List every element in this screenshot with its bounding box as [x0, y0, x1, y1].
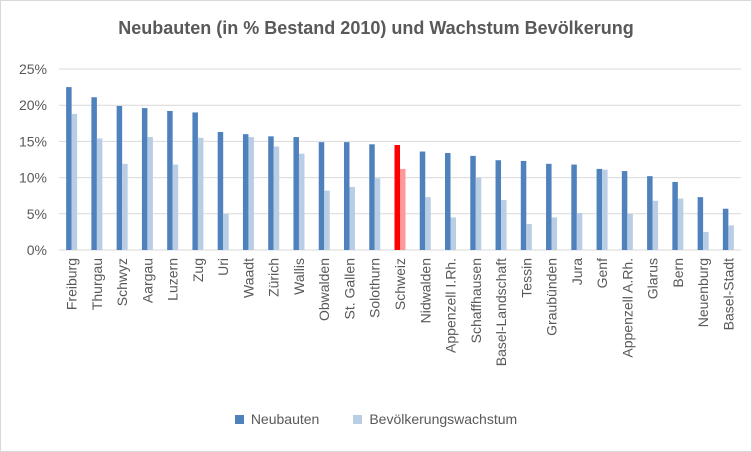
- bar-bevoelkerungswachstum: [677, 198, 684, 250]
- bar-bevoelkerungswachstum: [400, 168, 406, 250]
- y-tick-label: 20%: [19, 97, 47, 113]
- x-tick-label: Genf: [594, 258, 610, 288]
- bar-neubauten: [596, 168, 603, 250]
- chart-title: Neubauten (in % Bestand 2010) und Wachst…: [118, 18, 634, 38]
- bar-neubauten: [192, 112, 198, 250]
- bar-neubauten: [217, 131, 224, 250]
- bar-neubauten: [66, 87, 72, 250]
- bar-neubauten: [445, 152, 451, 250]
- bar-neubauten: [242, 134, 249, 250]
- bar-neubauten: [369, 144, 375, 250]
- x-tick-label: Zug: [190, 258, 206, 282]
- x-tick-label: Luzern: [165, 258, 181, 301]
- legend-label-neubauten: Neubauten: [250, 411, 320, 427]
- x-tick-label: Schwyz: [114, 258, 130, 306]
- x-tick-label: Jura: [569, 258, 585, 285]
- bar-neubauten: [647, 176, 653, 250]
- y-tick-label: 15%: [19, 133, 47, 149]
- bar-bevoelkerungswachstum: [425, 197, 431, 250]
- bar-neubauten: [621, 171, 628, 250]
- bar-bevoelkerungswachstum: [374, 178, 381, 250]
- x-tick-label: Glarus: [645, 258, 661, 299]
- legend-item-neubauten: Neubauten: [234, 411, 320, 427]
- bar-bevoelkerungswachstum: [96, 138, 103, 250]
- bar-bevoelkerungswachstum: [71, 113, 78, 250]
- bar-bevoelkerungswachstum: [298, 153, 305, 250]
- x-tick-label: Zürich: [266, 258, 282, 297]
- bar-bevoelkerungswachstum: [652, 200, 659, 250]
- y-tick-label: 10%: [19, 170, 47, 186]
- x-tick-label: Appenzell I.Rh.: [443, 258, 459, 353]
- bar-neubauten: [520, 160, 527, 250]
- x-tick-label: Waadt: [240, 258, 256, 298]
- bar-bevoelkerungswachstum: [602, 169, 608, 250]
- x-tick-label: Tessin: [518, 258, 534, 298]
- bar-neubauten: [419, 151, 426, 250]
- bar-bevoelkerungswachstum: [551, 217, 558, 250]
- bar-bevoelkerungswachstum: [147, 137, 153, 250]
- bar-bevoelkerungswachstum: [172, 164, 179, 250]
- bar-neubauten: [571, 164, 577, 250]
- x-tick-label: Aargau: [139, 258, 155, 303]
- x-tick-label: Obwalden: [316, 258, 332, 321]
- bar-bevoelkerungswachstum: [349, 187, 355, 250]
- bar-neubauten: [470, 155, 476, 250]
- x-tick-label: Basel-Landschaft: [493, 258, 509, 366]
- x-tick-label: Uri: [215, 258, 231, 276]
- bar-bevoelkerungswachstum: [728, 225, 734, 250]
- x-tick-label: St. Gallen: [341, 258, 357, 319]
- legend-swatch-bevoelkerungswachstum: [353, 414, 363, 424]
- bar-neubauten: [116, 105, 123, 250]
- bar-neubauten: [343, 142, 350, 250]
- x-tick-label: Solothurn: [367, 258, 383, 318]
- bar-neubauten: [546, 163, 552, 250]
- bar-bevoelkerungswachstum: [197, 137, 204, 250]
- bar-neubauten: [495, 160, 502, 250]
- bar-neubauten: [722, 208, 729, 250]
- bar-neubauten: [318, 142, 325, 250]
- bar-neubauten: [141, 108, 148, 250]
- x-tick-label: Basel-Stadt: [720, 258, 736, 330]
- bar-bevoelkerungswachstum: [526, 223, 532, 250]
- x-tick-label: Schweiz: [392, 258, 408, 310]
- bar-neubauten: [697, 197, 704, 250]
- x-tick-label: Nidwalden: [417, 258, 433, 323]
- bar-neubauten: [91, 97, 97, 251]
- legend-label-bevoelkerungswachstum: Bevölkerungswachstum: [369, 411, 518, 427]
- y-tick-label: 5%: [27, 206, 47, 222]
- bar-bevoelkerungswachstum: [576, 213, 583, 250]
- bar-bevoelkerungswachstum: [324, 190, 330, 250]
- bar-bevoelkerungswachstum: [450, 217, 457, 250]
- bar-neubauten: [293, 137, 299, 250]
- bar-bevoelkerungswachstum: [223, 213, 229, 250]
- bar-bevoelkerungswachstum: [501, 200, 507, 250]
- y-tick-label: 25%: [19, 61, 47, 77]
- x-tick-label: Bern: [670, 258, 686, 288]
- bar-bevoelkerungswachstum: [273, 146, 280, 250]
- bar-neubauten: [167, 110, 173, 250]
- bar-bevoelkerungswachstum: [627, 213, 633, 250]
- x-tick-label: Thurgau: [89, 258, 105, 310]
- legend-swatch-neubauten: [234, 414, 244, 424]
- bar-bevoelkerungswachstum: [248, 137, 254, 250]
- x-tick-label: Schaffhausen: [468, 258, 484, 343]
- y-tick-label: 0%: [27, 242, 47, 258]
- bar-bevoelkerungswachstum: [703, 231, 709, 250]
- x-tick-label: Graubünden: [544, 258, 560, 336]
- legend: Neubauten Bevölkerungswachstum: [1, 411, 751, 427]
- x-tick-label: Neuenburg: [695, 258, 711, 327]
- bar-neubauten: [268, 136, 274, 250]
- bar-bevoelkerungswachstum: [475, 177, 482, 250]
- bar-neubauten: [672, 181, 678, 250]
- bar-bevoelkerungswachstum: [122, 163, 128, 250]
- x-tick-label: Appenzell A.Rh.: [619, 258, 635, 358]
- bar-neubauten: [394, 145, 400, 250]
- x-tick-label: Freiburg: [64, 258, 80, 310]
- legend-item-bevoelkerungswachstum: Bevölkerungswachstum: [353, 411, 517, 427]
- x-tick-label: Wallis: [291, 258, 307, 295]
